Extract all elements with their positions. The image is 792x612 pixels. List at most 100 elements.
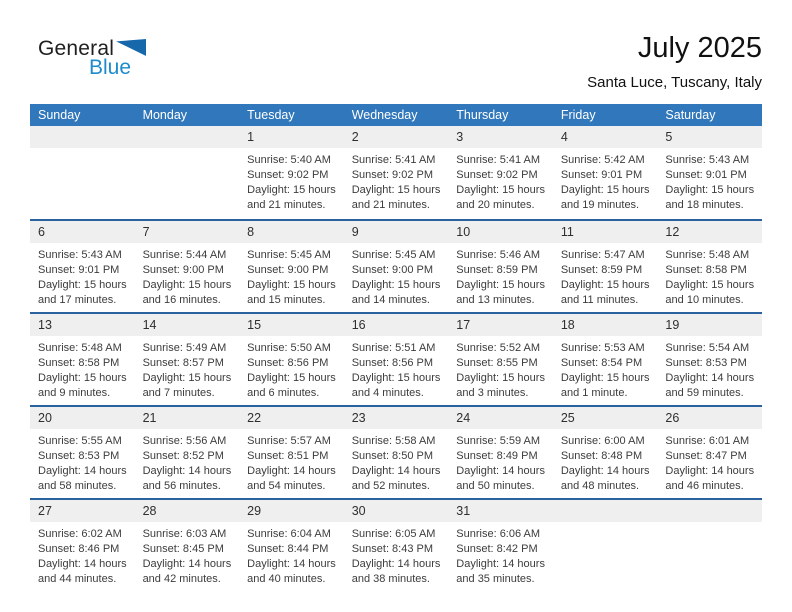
weekday-header-row: Sunday Monday Tuesday Wednesday Thursday Frid… [30, 104, 762, 126]
day-number-band: 3 [448, 126, 553, 148]
daylight-text: Daylight: 15 hours and 18 minutes. [665, 184, 755, 211]
sunrise-text: Sunrise: 5:58 AM [351, 435, 436, 447]
day-details: Sunrise: 5:50 AM Sunset: 8:56 PM Daylight:… [239, 336, 344, 401]
day-details: Sunrise: 5:51 AM Sunset: 8:56 PM Daylight:… [344, 336, 449, 401]
sunset-text: Sunset: 8:48 PM [560, 450, 643, 462]
day-number: 15 [247, 318, 262, 332]
day-number-band: 26 [657, 407, 762, 429]
daylight-text: Daylight: 15 hours and 14 minutes. [351, 279, 441, 306]
day-cell-3: 3 Sunrise: 5:41 AM Sunset: 9:02 PM Daylight… [448, 126, 553, 219]
day-cell-25: 25 Sunrise: 6:00 AM Sunset: 8:48 PM Dayligh… [552, 407, 658, 498]
day-cell-31: 31 Sunrise: 6:06 AM Sunset: 8:42 PM Dayligh… [448, 500, 553, 591]
sunrise-text: Sunrise: 5:56 AM [142, 435, 227, 447]
sunrise-text: Sunrise: 5:42 AM [560, 154, 645, 166]
sunrise-text: Sunrise: 5:59 AM [456, 435, 541, 447]
daylight-text: Daylight: 14 hours and 59 minutes. [665, 372, 755, 399]
empty-day-cell [657, 500, 762, 591]
general-blue-logo: General Blue [38, 38, 147, 78]
day-number: 20 [38, 411, 52, 425]
day-number: 16 [351, 318, 366, 332]
sunrise-text: Sunrise: 5:48 AM [38, 342, 122, 354]
sunrise-text: Sunrise: 6:04 AM [247, 528, 331, 540]
day-details: Sunrise: 5:52 AM Sunset: 8:55 PM Daylight:… [448, 336, 553, 401]
sunset-text: Sunset: 9:01 PM [665, 169, 747, 181]
empty-day-cell [134, 126, 240, 219]
day-number: 12 [665, 225, 680, 239]
day-details: Sunrise: 5:47 AM Sunset: 8:59 PM Daylight:… [553, 243, 658, 308]
daylight-text: Daylight: 14 hours and 48 minutes. [560, 465, 650, 492]
sunrise-text: Sunrise: 5:43 AM [38, 249, 122, 261]
sunrise-text: Sunrise: 5:46 AM [456, 249, 541, 261]
day-cell-5: 5 Sunrise: 5:43 AM Sunset: 9:01 PM Daylight… [657, 126, 762, 219]
day-cell-15: 15 Sunrise: 5:50 AM Sunset: 8:56 PM Dayligh… [239, 314, 344, 405]
weekday-header-saturday: Saturday [665, 108, 716, 122]
daylight-text: Daylight: 15 hours and 21 minutes. [247, 184, 336, 211]
day-number-band [30, 126, 135, 148]
day-number-band: 11 [552, 221, 658, 243]
sunrise-text: Sunrise: 5:49 AM [142, 342, 227, 354]
weekday-header-tuesday: Tuesday [247, 108, 295, 122]
daylight-text: Daylight: 15 hours and 13 minutes. [456, 279, 545, 306]
sunset-text: Sunset: 8:44 PM [247, 543, 329, 555]
daylight-text: Daylight: 14 hours and 56 minutes. [142, 465, 232, 492]
day-number: 29 [247, 504, 262, 518]
day-number-band: 27 [30, 500, 135, 522]
sunset-text: Sunset: 8:49 PM [456, 450, 538, 462]
sunset-text: Sunset: 8:59 PM [456, 264, 538, 276]
day-details: Sunrise: 5:41 AM Sunset: 9:02 PM Daylight:… [344, 148, 449, 213]
daylight-text: Daylight: 15 hours and 11 minutes. [560, 279, 650, 306]
daylight-text: Daylight: 14 hours and 35 minutes. [456, 558, 545, 585]
day-number: 9 [351, 225, 359, 239]
daylight-text: Daylight: 15 hours and 17 minutes. [38, 279, 127, 306]
title-block: July 2025 Santa Luce, Tuscany, Italy [587, 32, 762, 91]
day-details: Sunrise: 6:04 AM Sunset: 8:44 PM Daylight:… [239, 522, 344, 587]
day-number-band: 23 [343, 407, 449, 429]
day-details: Sunrise: 5:49 AM Sunset: 8:57 PM Daylight:… [135, 336, 240, 401]
week-row-5: 27 Sunrise: 6:02 AM Sunset: 8:46 PM Dayligh… [30, 498, 762, 591]
day-number: 17 [456, 318, 471, 332]
calendar-table: Sunday Monday Tuesday Wednesday Thursday Frid… [30, 104, 762, 591]
daylight-text: Daylight: 14 hours and 40 minutes. [247, 558, 336, 585]
day-number: 8 [247, 225, 255, 239]
day-cell-18: 18 Sunrise: 5:53 AM Sunset: 8:54 PM Dayligh… [552, 314, 658, 405]
sunrise-text: Sunrise: 6:05 AM [351, 528, 436, 540]
day-number-band: 21 [134, 407, 240, 429]
sunset-text: Sunset: 8:54 PM [560, 357, 643, 369]
day-number: 10 [456, 225, 471, 239]
day-cell-12: 12 Sunrise: 5:48 AM Sunset: 8:58 PM Dayligh… [657, 221, 762, 312]
day-cell-26: 26 Sunrise: 6:01 AM Sunset: 8:47 PM Dayligh… [657, 407, 762, 498]
logo-triangle-icon [116, 39, 147, 56]
location-subtitle: Santa Luce, Tuscany, Italy [587, 74, 762, 91]
sunset-text: Sunset: 8:53 PM [38, 450, 120, 462]
day-cell-30: 30 Sunrise: 6:05 AM Sunset: 8:43 PM Dayligh… [343, 500, 449, 591]
sunset-text: Sunset: 8:58 PM [38, 357, 120, 369]
day-details: Sunrise: 6:00 AM Sunset: 8:48 PM Daylight:… [553, 429, 658, 494]
empty-day-cell [30, 126, 135, 219]
day-details: Sunrise: 5:42 AM Sunset: 9:01 PM Daylight:… [553, 148, 658, 213]
day-details: Sunrise: 5:57 AM Sunset: 8:51 PM Daylight:… [239, 429, 344, 494]
logo-top-line: General [38, 38, 147, 59]
sunrise-text: Sunrise: 5:50 AM [247, 342, 331, 354]
day-number: 18 [560, 318, 575, 332]
day-details: Sunrise: 5:43 AM Sunset: 9:01 PM Daylight:… [30, 243, 135, 308]
day-cell-16: 16 Sunrise: 5:51 AM Sunset: 8:56 PM Dayligh… [343, 314, 449, 405]
day-number: 14 [142, 318, 157, 332]
day-number-band: 14 [134, 314, 240, 336]
sunrise-text: Sunrise: 5:48 AM [665, 249, 750, 261]
sunrise-text: Sunrise: 5:45 AM [247, 249, 331, 261]
week-row-1: 1 Sunrise: 5:40 AM Sunset: 9:02 PM Daylight… [30, 126, 762, 219]
daylight-text: Daylight: 15 hours and 4 minutes. [351, 372, 441, 399]
sunrise-text: Sunrise: 5:45 AM [351, 249, 436, 261]
sunrise-text: Sunrise: 5:54 AM [665, 342, 750, 354]
daylight-text: Daylight: 15 hours and 10 minutes. [665, 279, 755, 306]
daylight-text: Daylight: 14 hours and 42 minutes. [142, 558, 232, 585]
sunrise-text: Sunrise: 5:51 AM [351, 342, 436, 354]
day-number: 26 [665, 411, 680, 425]
day-details: Sunrise: 5:59 AM Sunset: 8:49 PM Daylight:… [448, 429, 553, 494]
daylight-text: Daylight: 15 hours and 9 minutes. [38, 372, 127, 399]
day-details: Sunrise: 5:55 AM Sunset: 8:53 PM Daylight:… [30, 429, 135, 494]
sunset-text: Sunset: 8:58 PM [665, 264, 747, 276]
day-details: Sunrise: 5:48 AM Sunset: 8:58 PM Daylight:… [30, 336, 135, 401]
day-details: Sunrise: 5:58 AM Sunset: 8:50 PM Daylight:… [344, 429, 449, 494]
weekday-header-sunday: Sunday [38, 108, 81, 122]
